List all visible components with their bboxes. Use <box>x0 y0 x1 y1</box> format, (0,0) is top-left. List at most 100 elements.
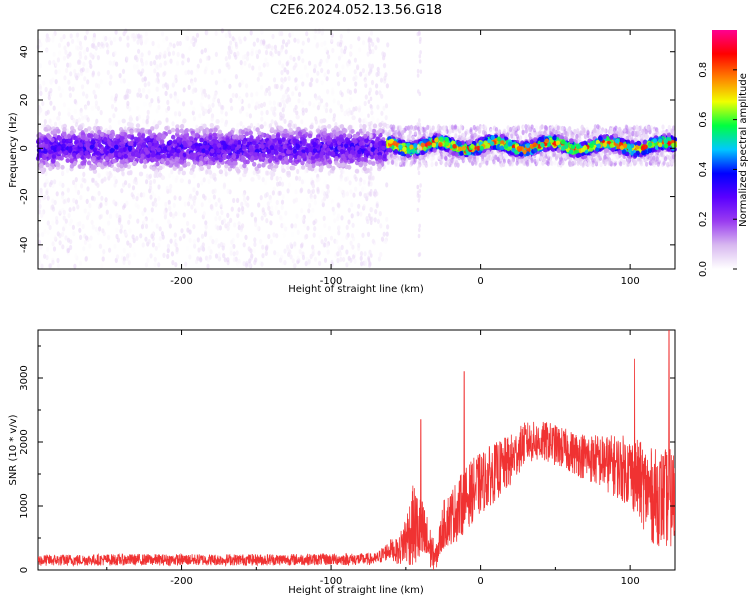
spectrogram-cell <box>168 211 173 217</box>
spectrogram-cell <box>148 173 152 179</box>
spectrogram-cell <box>113 175 117 181</box>
spectrogram-cell <box>312 102 316 108</box>
spectrogram-cell <box>48 118 52 124</box>
spectrogram-cell <box>127 260 131 266</box>
spectrogram-cell <box>330 37 334 43</box>
spectrogram-cell <box>357 107 361 113</box>
spectrogram-cell <box>336 257 340 264</box>
spectrogram-cell <box>88 59 92 65</box>
spectrogram-cell <box>97 143 103 148</box>
spectrogram-cell <box>351 222 355 228</box>
spectrogram-cell <box>216 225 220 231</box>
spectrogram-cell <box>260 261 264 267</box>
spectrogram-cell <box>301 141 306 147</box>
spectrogram-cell <box>285 42 289 48</box>
spectrogram-cell <box>354 168 360 174</box>
spectrogram-cell <box>326 89 330 95</box>
spectrogram-cell <box>195 145 200 151</box>
spectrogram-cell <box>140 153 145 159</box>
spectrogram-cell <box>213 127 218 133</box>
spectrogram-cell <box>129 122 134 128</box>
spectrogram-cell <box>160 53 165 59</box>
spectrogram-cell <box>94 100 98 106</box>
spectrogram-cell <box>229 97 233 104</box>
spectrogram-cell <box>49 92 54 98</box>
spectrogram-cell <box>286 246 290 252</box>
spectrogram-cell <box>62 215 66 221</box>
spectrogram-cell <box>115 254 120 260</box>
spectrogram-cell <box>173 111 178 117</box>
spectrogram-cell <box>158 95 162 101</box>
spectrogram-cell <box>57 85 61 91</box>
spectrogram-cell <box>83 208 87 214</box>
spectrogram-cell <box>357 149 362 155</box>
spectrogram-cell <box>147 129 152 135</box>
spectrogram-cell <box>256 37 260 43</box>
spectrogram-cell <box>60 164 65 170</box>
spectrogram-cell <box>273 111 277 118</box>
spectrogram-cell <box>346 106 350 112</box>
spectrogram-cell <box>371 49 375 55</box>
spectrogram-cell <box>126 35 130 41</box>
spectrogram-cell <box>218 169 224 175</box>
spectrogram-cell <box>99 79 103 85</box>
spectrogram-cell <box>202 177 206 183</box>
spectrogram-cell <box>115 233 119 240</box>
spectrogram-cell <box>214 216 218 222</box>
spectrogram-cell <box>195 127 200 133</box>
spectrogram-cell <box>281 113 285 119</box>
spectrogram-cell <box>220 28 224 34</box>
spectrogram-cell <box>236 51 240 57</box>
spectrogram-cell <box>280 70 284 76</box>
spectrogram-cell <box>199 137 204 143</box>
spectrogram-cell <box>353 250 357 256</box>
spectrogram-cell <box>257 49 261 55</box>
spectrogram-cell <box>98 243 102 249</box>
spectrogram-cell <box>81 91 86 97</box>
spectrogram-cell <box>167 203 172 210</box>
spectrogram-cell <box>340 92 344 98</box>
spectrogram-cell <box>306 37 311 43</box>
spectrogram-cell <box>316 186 320 192</box>
spectrogram-cell <box>325 243 329 249</box>
spectrogram-cell <box>242 261 246 267</box>
spectrogram-cell <box>66 62 70 68</box>
spectrogram-cell <box>294 104 298 110</box>
spectrogram-cell <box>167 199 171 205</box>
spectrogram-cell <box>66 197 71 203</box>
spectrogram-cell <box>151 201 155 207</box>
spectrogram-cell <box>178 166 184 172</box>
spectrogram-cell <box>378 128 383 134</box>
spectrogram-cell <box>265 133 270 139</box>
spectrogram-cell <box>54 61 58 67</box>
spectrogram-cell <box>384 72 388 78</box>
spectrogram-cell <box>345 249 349 255</box>
spectrogram-cell <box>375 203 379 209</box>
spectrogram-cell <box>224 171 228 177</box>
spectrogram-cell <box>289 54 293 61</box>
spectrogram-cell <box>76 204 80 210</box>
spectrogram-cell <box>101 256 105 262</box>
spectrogram-cell <box>210 116 214 122</box>
spectrogram-cell <box>283 67 287 73</box>
spectrogram-cell <box>255 91 259 97</box>
spectrogram-cell <box>155 54 159 60</box>
spectrogram-cell <box>157 104 161 110</box>
spectrogram-cell <box>112 113 116 119</box>
spectrogram-cell <box>236 149 241 155</box>
spectrogram-cell <box>64 235 68 241</box>
spectrogram-cell <box>331 87 335 93</box>
spectrogram-cell <box>243 60 247 66</box>
spectrogram-cell <box>240 201 244 207</box>
spectrogram-cell <box>381 51 385 57</box>
spectrogram-cell <box>129 129 134 135</box>
spectrogram-cell <box>376 104 380 110</box>
spectrogram-cell <box>226 212 230 218</box>
spectrogram-cell <box>157 184 161 190</box>
spectrogram-cell <box>200 49 204 55</box>
spectrogram-cell <box>282 232 286 238</box>
spectrogram-cell <box>301 40 305 46</box>
spectrogram-cell <box>106 49 110 55</box>
spectrogram-cell <box>51 154 57 160</box>
spectrogram-cell <box>175 175 179 181</box>
